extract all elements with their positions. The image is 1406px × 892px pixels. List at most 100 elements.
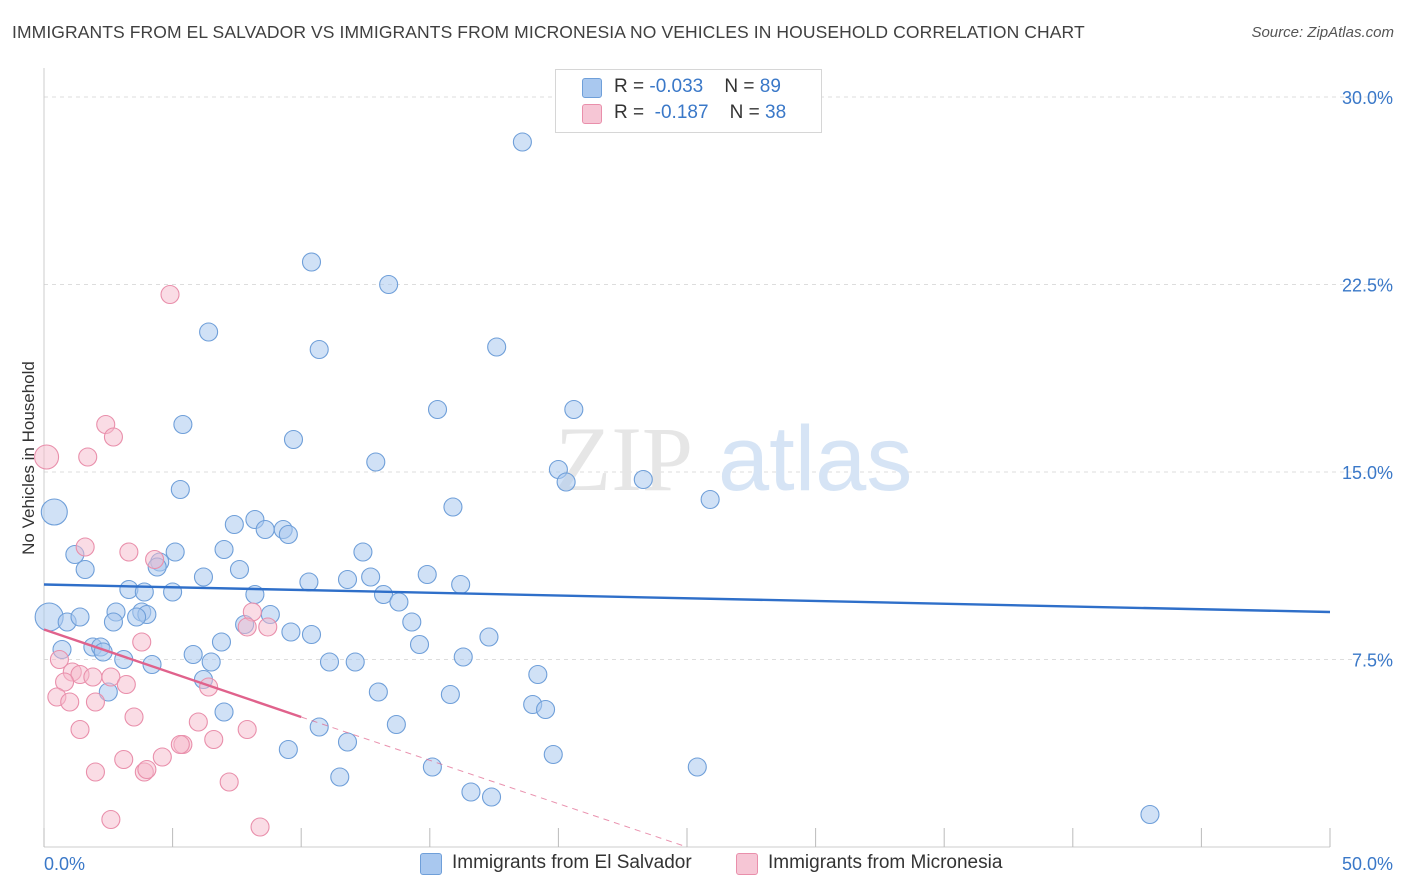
data-point: [119, 542, 139, 562]
data-point: [301, 252, 322, 272]
data-point: [337, 732, 358, 752]
data-point: [219, 772, 239, 792]
data-point: [78, 447, 98, 467]
data-point: [487, 337, 507, 357]
data-point: [278, 739, 298, 760]
data-point: [361, 567, 381, 587]
data-point: [55, 672, 75, 692]
data-point: [543, 744, 563, 765]
data-point: [116, 674, 136, 695]
data-point: [160, 284, 180, 305]
data-point: [75, 559, 95, 580]
data-point: [49, 649, 69, 670]
data-point: [368, 682, 388, 702]
r-value: -0.187: [654, 102, 709, 123]
el-salvador-swatch: [582, 78, 602, 98]
data-point: [528, 664, 548, 685]
data-point: [309, 339, 329, 360]
trend-line-el-salvador: [43, 583, 1331, 614]
data-point: [188, 712, 208, 732]
stats-text: R = -0.187 N = 38: [614, 102, 786, 124]
data-point: [301, 624, 322, 645]
trend-line-micronesia-extension: [301, 716, 688, 848]
data-point: [83, 667, 103, 687]
n-value: 38: [765, 102, 787, 123]
data-point: [170, 479, 190, 500]
data-point: [250, 817, 270, 837]
data-point: [319, 652, 340, 672]
data-point: [402, 612, 422, 632]
data-point: [512, 132, 532, 152]
data-point: [556, 472, 576, 492]
data-point: [535, 699, 556, 720]
watermark-zip: ZIP: [555, 408, 693, 510]
trend-line-micronesia: [43, 628, 302, 719]
micronesia-swatch: [736, 853, 758, 875]
y-tick-label: 22.5%: [1342, 276, 1393, 296]
source-label: Source: ZipAtlas.com: [1251, 24, 1394, 41]
n-label: N =: [729, 102, 766, 123]
n-label: N =: [724, 76, 760, 97]
y-tick-label: 7.5%: [1352, 651, 1393, 671]
r-label: R =: [614, 76, 650, 97]
data-point: [204, 729, 224, 750]
data-point: [101, 809, 121, 830]
data-point: [75, 537, 95, 557]
y-tick-label: 15.0%: [1342, 463, 1393, 483]
data-point: [237, 617, 257, 637]
data-point: [170, 734, 190, 755]
data-point: [40, 498, 68, 526]
data-point: [70, 719, 90, 740]
stats-legend: R = -0.033 N = 89 R = -0.187 N = 38: [555, 69, 822, 133]
data-point: [451, 574, 471, 595]
tick-labels: 7.5% 15.0% 22.5% 30.0% 0.0% 50.0%: [44, 88, 1393, 874]
data-point: [453, 647, 473, 667]
series-micronesia-points: [34, 284, 278, 837]
data-point: [379, 274, 399, 295]
data-point: [427, 399, 448, 420]
data-point: [214, 539, 234, 560]
data-point: [299, 572, 319, 592]
data-point: [199, 322, 219, 342]
data-point: [103, 612, 123, 632]
data-point: [633, 469, 653, 490]
x-tick-label: 0.0%: [44, 854, 85, 874]
data-point: [85, 762, 105, 782]
watermark-atlas: atlas: [718, 408, 912, 510]
data-point: [132, 632, 152, 652]
data-point: [124, 707, 144, 727]
r-value: -0.033: [649, 76, 704, 97]
legend-label: Immigrants from Micronesia: [768, 852, 1003, 873]
y-tick-label: 30.0%: [1342, 88, 1393, 108]
data-point: [214, 702, 234, 722]
data-point: [229, 559, 250, 580]
data-point: [479, 627, 499, 647]
data-point: [409, 634, 430, 655]
data-point: [173, 414, 193, 435]
data-point: [152, 747, 172, 767]
data-point: [163, 582, 183, 602]
data-point: [258, 617, 278, 637]
el-salvador-swatch: [420, 853, 442, 875]
data-point: [60, 692, 80, 712]
data-point: [481, 787, 502, 807]
data-point: [700, 489, 720, 510]
data-point: [417, 564, 437, 585]
data-point: [422, 757, 442, 777]
data-point: [345, 652, 365, 672]
data-point: [386, 714, 406, 735]
data-point: [373, 584, 394, 605]
chart-title: IMMIGRANTS FROM EL SALVADOR VS IMMIGRANT…: [12, 22, 1085, 42]
data-point: [443, 497, 463, 517]
data-point: [201, 652, 221, 672]
data-point: [137, 759, 157, 780]
data-point: [199, 677, 219, 697]
y-axis-label: No Vehicles in Household: [19, 361, 38, 555]
data-point: [687, 757, 707, 777]
data-point: [34, 444, 60, 470]
r-label: R =: [614, 102, 650, 123]
data-point: [309, 717, 329, 737]
data-point: [70, 607, 90, 627]
data-point: [1140, 804, 1160, 825]
